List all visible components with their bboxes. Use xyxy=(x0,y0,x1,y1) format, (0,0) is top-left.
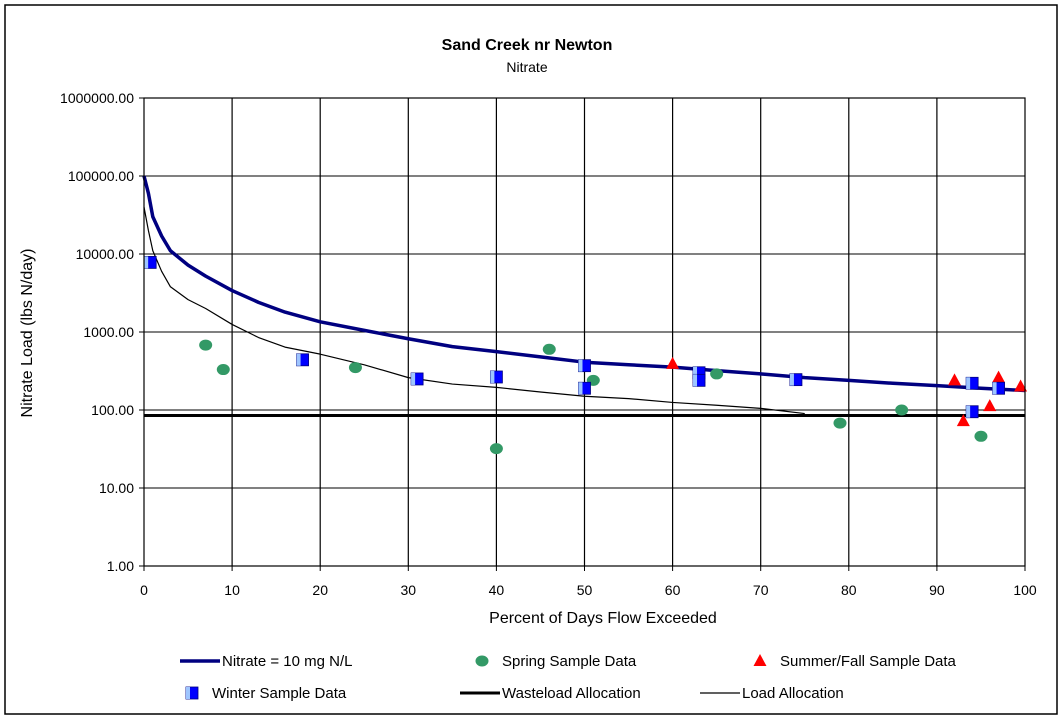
point-square-3 xyxy=(692,373,706,387)
x-tick-label: 50 xyxy=(577,582,593,598)
series-line-1 xyxy=(143,206,805,415)
legend-item-0: Nitrate = 10 mg N/L xyxy=(180,653,352,670)
point-square-3 xyxy=(296,353,309,367)
legend-swatch-shade xyxy=(186,687,190,699)
x-tick-label: 80 xyxy=(841,582,857,598)
x-tick-label: 20 xyxy=(312,582,328,598)
point-square-3-shade xyxy=(693,374,698,387)
point-circle-1 xyxy=(974,430,988,442)
legend-swatch xyxy=(185,686,199,700)
point-square-3 xyxy=(578,359,591,373)
y-axis-label: Nitrate Load (lbs N/day) xyxy=(19,249,36,418)
legend-item-5: Load Allocation xyxy=(700,685,844,702)
y-tick-label: 100000.00 xyxy=(68,168,134,184)
point-triangle-2 xyxy=(666,356,680,369)
point-triangle-2 xyxy=(956,414,970,427)
legend-label: Wasteload Allocation xyxy=(502,685,641,702)
point-circle-1 xyxy=(833,417,847,429)
legend-item-3: Winter Sample Data xyxy=(185,685,347,702)
legend-label: Spring Sample Data xyxy=(502,653,637,670)
legend-item-2: Summer/Fall Sample Data xyxy=(753,653,957,670)
point-square-3 xyxy=(992,381,1005,395)
point-square-3-shade xyxy=(966,377,971,390)
grid-lines xyxy=(144,98,1025,566)
legend-label: Load Allocation xyxy=(742,685,844,702)
point-square-3 xyxy=(143,256,157,269)
point-circle-1 xyxy=(199,339,213,351)
series-line-2 xyxy=(142,175,1026,393)
point-square-3 xyxy=(965,376,979,390)
point-triangle-2 xyxy=(983,399,997,412)
x-tick-label: 0 xyxy=(140,582,148,598)
point-square-3-shade xyxy=(578,382,583,395)
series-layer xyxy=(142,175,1028,455)
point-circle-1 xyxy=(348,362,362,374)
x-tick-label: 100 xyxy=(1013,582,1037,598)
legend-label: Summer/Fall Sample Data xyxy=(780,653,957,670)
chart-title: Sand Creek nr Newton xyxy=(442,37,613,54)
legend: Nitrate = 10 mg N/L Spring Sample Data Sum… xyxy=(180,653,957,702)
point-circle-1 xyxy=(216,364,230,376)
point-square-3-shade xyxy=(490,370,495,383)
point-square-3-shade xyxy=(296,353,301,366)
point-square-3-shade xyxy=(578,359,583,372)
point-square-3 xyxy=(489,370,503,384)
point-triangle-2 xyxy=(1014,379,1028,392)
y-tick-label: 10000.00 xyxy=(76,246,135,262)
point-square-3 xyxy=(965,405,979,419)
point-triangle-2 xyxy=(992,370,1006,383)
point-circle-1 xyxy=(710,368,724,380)
point-square-3-shade xyxy=(789,373,794,386)
point-triangle-2 xyxy=(948,373,962,386)
x-axis-label: Percent of Days Flow Exceeded xyxy=(489,610,717,627)
legend-item-4: Wasteload Allocation xyxy=(460,685,641,702)
y-tick-label: 100.00 xyxy=(91,402,134,418)
y-tick-label: 1000.00 xyxy=(83,324,134,340)
y-tick-label: 1000000.00 xyxy=(60,90,134,106)
point-circle-1 xyxy=(895,404,909,416)
legend-swatch xyxy=(475,655,489,667)
x-tick-label: 40 xyxy=(489,582,505,598)
point-square-3 xyxy=(410,372,424,386)
x-tick-label: 90 xyxy=(929,582,945,598)
point-circle-1 xyxy=(489,443,503,455)
x-tick-labels: 0 10 20 30 40 50 60 70 80 90 100 xyxy=(140,566,1037,598)
y-tick-label: 10.00 xyxy=(99,480,134,496)
point-square-3-shade xyxy=(411,372,416,385)
point-square-3-shade xyxy=(992,382,997,395)
point-square-3 xyxy=(578,381,591,395)
plot-area-border xyxy=(143,97,1026,567)
point-square-3-shade xyxy=(693,366,698,379)
legend-swatch xyxy=(753,654,767,666)
legend-item-1: Spring Sample Data xyxy=(475,653,637,670)
point-square-3-shade xyxy=(144,256,149,269)
x-tick-label: 60 xyxy=(665,582,681,598)
outer-border xyxy=(4,4,1058,715)
y-tick-label: 1.00 xyxy=(107,558,134,574)
x-tick-label: 10 xyxy=(224,582,240,598)
point-circle-1 xyxy=(542,343,556,355)
x-tick-label: 70 xyxy=(753,582,769,598)
legend-label: Nitrate = 10 mg N/L xyxy=(222,653,352,670)
y-tick-labels: 1000000.00 100000.00 10000.00 1000.00 100.00… xyxy=(60,90,144,574)
point-square-3-shade xyxy=(966,405,971,418)
x-tick-label: 30 xyxy=(401,582,417,598)
chart-subtitle: Nitrate xyxy=(506,59,547,75)
point-square-3 xyxy=(789,373,803,387)
legend-label: Winter Sample Data xyxy=(212,685,347,702)
